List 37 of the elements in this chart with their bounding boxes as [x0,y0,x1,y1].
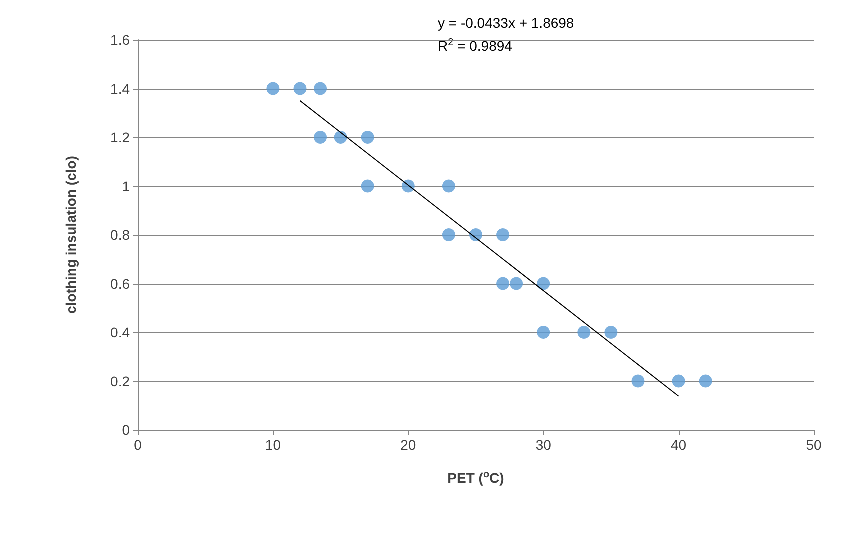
y-tick-label: 1.6 [110,32,130,48]
y-tick-label: 1.2 [110,130,130,146]
text: y = -0.0433x + 1.8698 [438,15,574,31]
point [510,277,524,290]
y-tick-label: 0.8 [110,227,130,243]
point [361,131,374,144]
point [699,374,712,388]
point [537,326,550,339]
point [604,326,618,339]
y-tick-label: 0.4 [110,324,130,340]
point [314,82,328,96]
point [496,228,510,242]
point [537,277,550,290]
y-axis-title: clothing insulation (clo) [63,156,79,314]
point [266,82,280,96]
point [334,131,348,144]
point [672,374,686,388]
y-tick-label: 0.2 [110,373,130,390]
point [496,277,510,290]
y-tick-label: 1.4 [110,80,130,97]
x-tick-label: 30 [536,437,552,453]
point [294,82,307,96]
x-tick-label: 20 [400,437,416,453]
y-tick-label: 0 [122,422,130,438]
point [470,228,482,242]
x-tick-label: 10 [265,437,282,453]
x-tick-label: 50 [806,437,822,453]
point [442,180,456,193]
y-tick-label: 0.6 [110,276,130,292]
point [578,326,591,339]
point [361,180,374,193]
x-tick-label: 40 [671,437,687,453]
point [314,131,328,144]
point [442,228,456,242]
y-tick-label: 1 [122,178,130,194]
x-tick-label: 0 [134,437,142,453]
point [632,374,645,388]
